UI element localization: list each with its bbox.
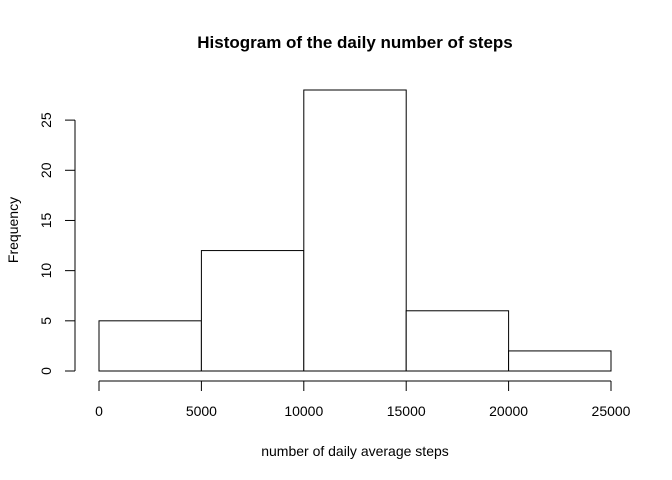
x-tick-label-3: 15000 bbox=[387, 403, 426, 419]
x-tick-label-4: 20000 bbox=[489, 403, 528, 419]
x-tick-label-5: 25000 bbox=[592, 403, 631, 419]
y-tick-label-0: 0 bbox=[38, 367, 54, 375]
histogram-bar-4 bbox=[508, 350, 612, 372]
y-tick-label-5: 25 bbox=[38, 112, 54, 128]
histogram-bar-1 bbox=[200, 250, 305, 372]
y-axis-label: Frequency bbox=[5, 197, 21, 263]
x-tick-label-1: 5000 bbox=[186, 403, 217, 419]
x-axis: 0 5000 10000 15000 20000 25000 bbox=[95, 380, 631, 419]
y-tick-label-4: 20 bbox=[38, 162, 54, 178]
x-axis-label: number of daily average steps bbox=[261, 443, 449, 459]
y-tick-label-3: 15 bbox=[38, 212, 54, 228]
y-tick-label-2: 10 bbox=[38, 263, 54, 279]
x-tick-label-0: 0 bbox=[95, 403, 103, 419]
y-axis: 0 5 10 15 20 25 bbox=[38, 112, 76, 375]
histogram-bar-3 bbox=[405, 310, 510, 372]
x-tick-label-2: 10000 bbox=[284, 403, 323, 419]
chart-title: Histogram of the daily number of steps bbox=[197, 33, 513, 52]
histogram-bar-2 bbox=[303, 89, 407, 372]
histogram-bar-0 bbox=[98, 320, 202, 372]
y-tick-label-1: 5 bbox=[38, 317, 54, 325]
bars-group bbox=[98, 89, 612, 372]
